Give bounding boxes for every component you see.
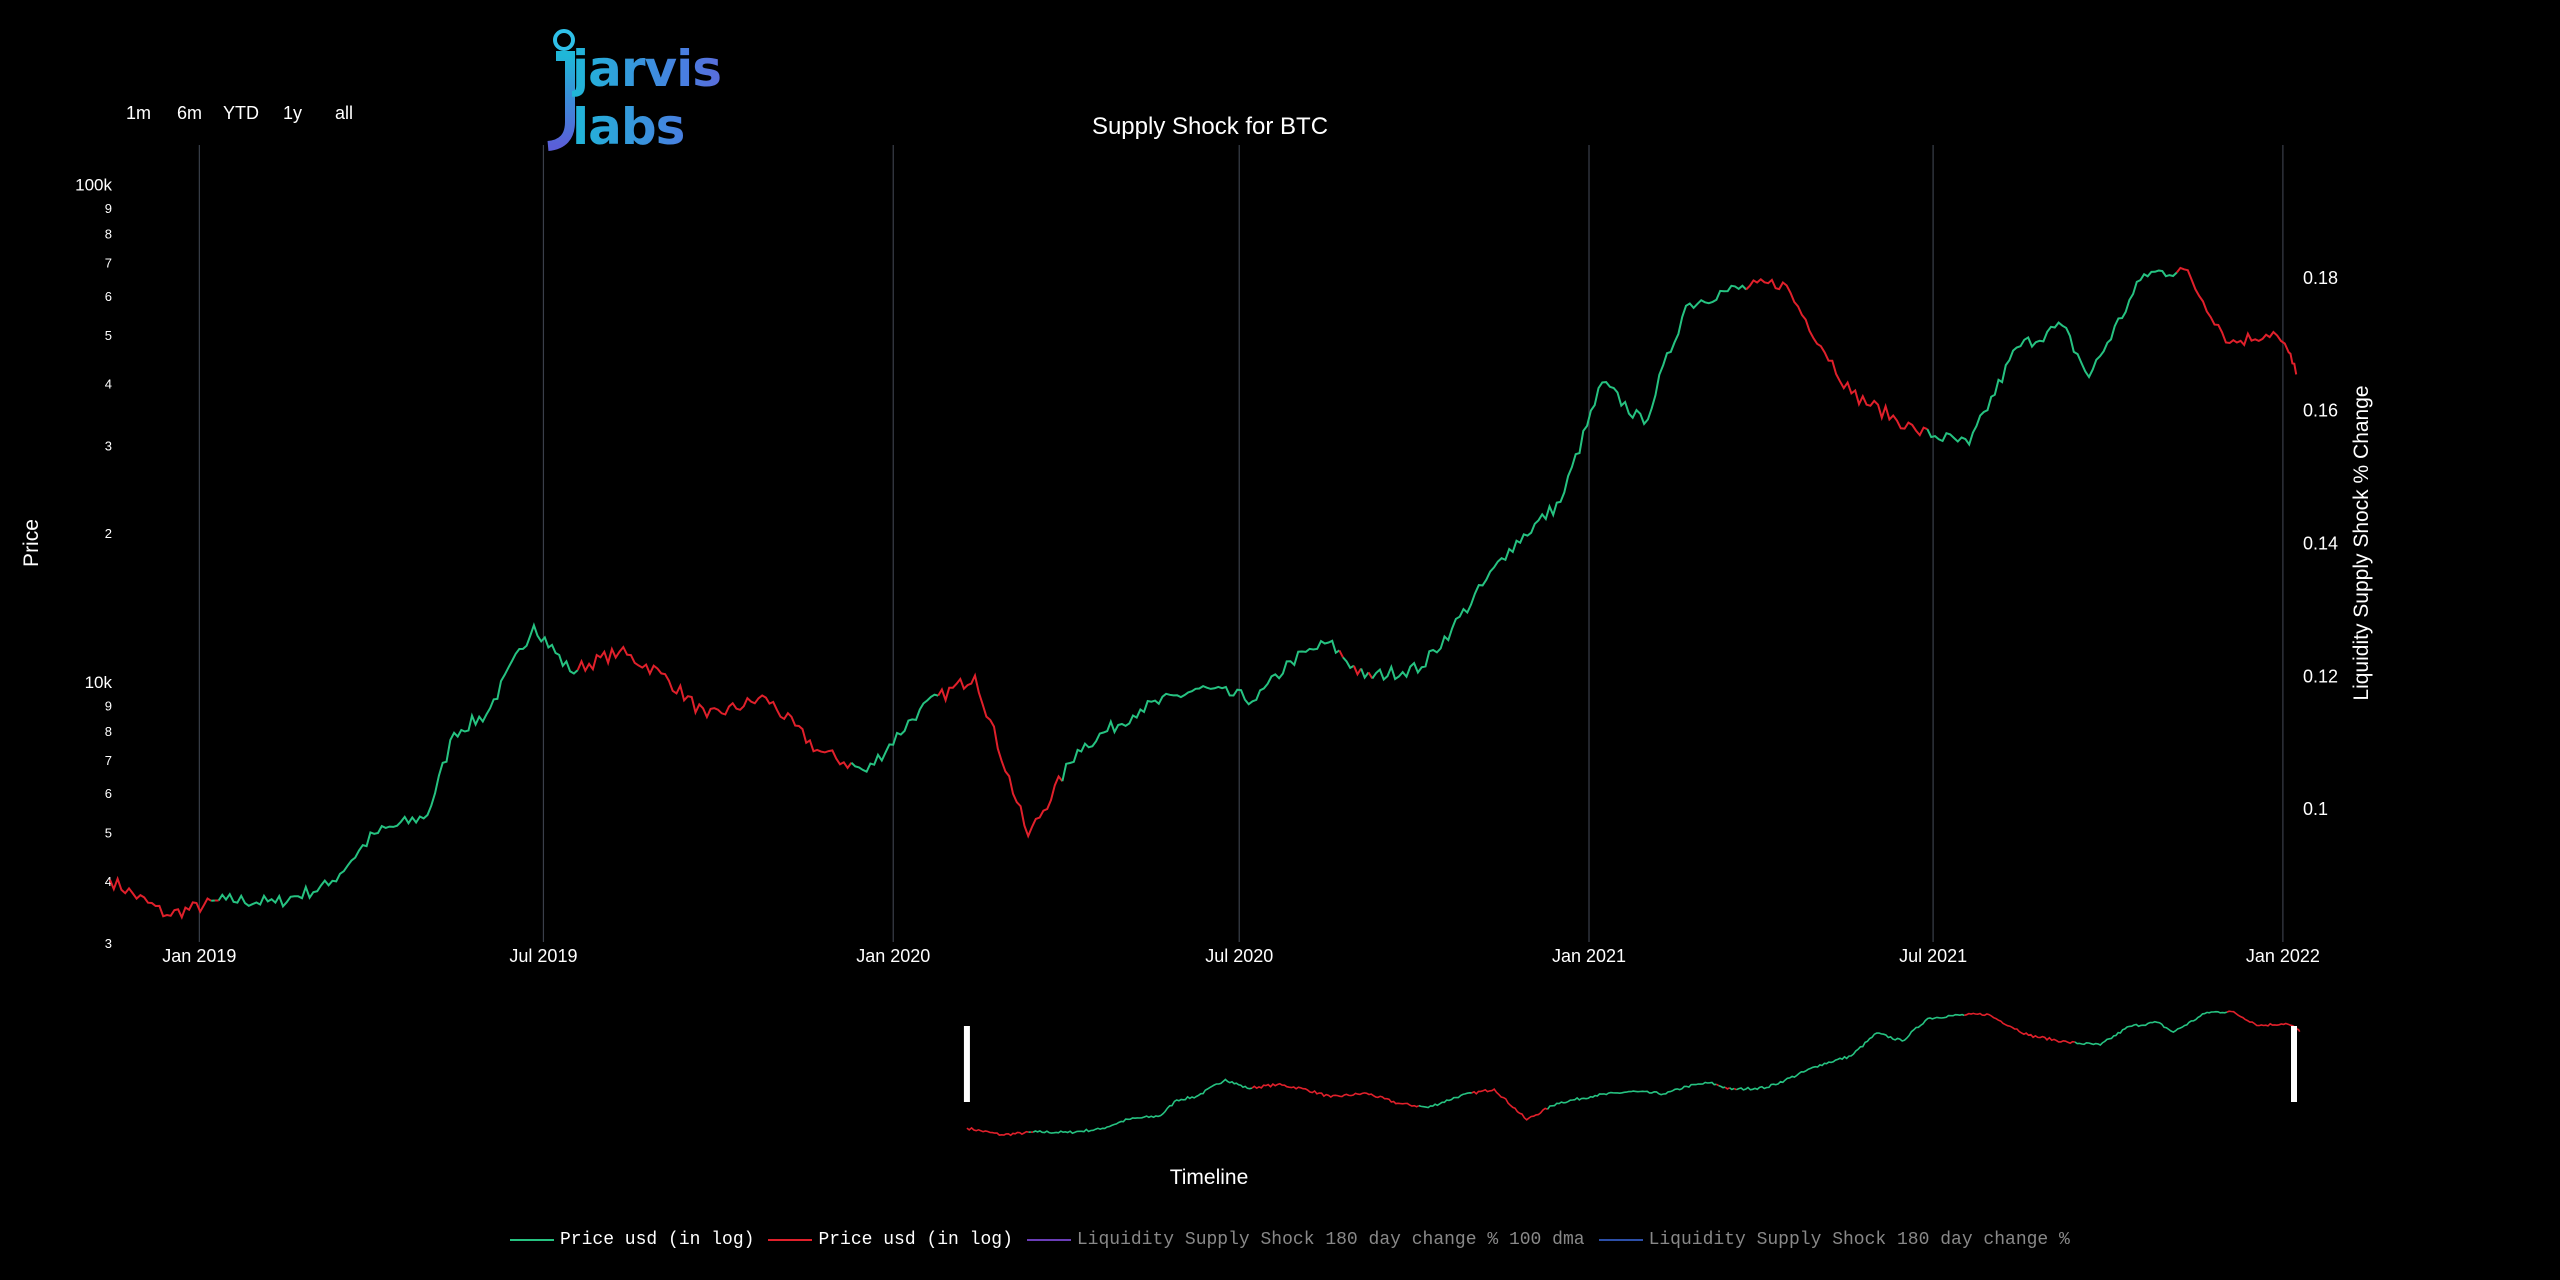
y-left-minor-tick: 3 xyxy=(105,936,112,951)
price-line-segment xyxy=(1926,269,2178,447)
navigator-line-segment xyxy=(2226,1010,2301,1032)
range-1y-button[interactable]: 1y xyxy=(283,103,303,123)
navigator-line-segment xyxy=(1964,1012,2075,1045)
x-tick-label: Jul 2020 xyxy=(1205,946,1273,966)
legend-label: Liquidity Supply Shock 180 day change % … xyxy=(1076,1230,1585,1250)
price-line-segment xyxy=(2176,266,2298,375)
x-tick-label: Jan 2020 xyxy=(856,946,930,966)
y-right-tick-label: 0.12 xyxy=(2303,666,2338,686)
price-line-segment xyxy=(109,875,212,920)
x-tick-label: Jul 2019 xyxy=(509,946,577,966)
price-line-segment xyxy=(1342,656,1355,670)
range-ytd-button[interactable]: YTD xyxy=(223,103,259,123)
y-axis-right-label: Liquidity Supply Shock % Change xyxy=(2350,385,2373,700)
range-start-handle[interactable] xyxy=(963,1026,970,1102)
legend-item-ls[interactable]: Liquidity Supply Shock 180 day change % xyxy=(1598,1230,2070,1250)
y-right-tick-label: 0.18 xyxy=(2303,268,2338,288)
navigator-line-segment xyxy=(2074,1010,2228,1046)
navigator-line-segment xyxy=(1715,1083,1720,1087)
price-line-segment xyxy=(576,645,853,770)
x-tick-label: Jan 2022 xyxy=(2246,946,2320,966)
y-axis-left-label: Price xyxy=(20,519,43,567)
y-right-tick-label: 0.1 xyxy=(2303,799,2328,819)
legend-label: Liquidity Supply Shock 180 day change % xyxy=(1648,1230,2070,1250)
y-left-minor-tick: 5 xyxy=(105,826,112,841)
range-all-button[interactable]: all xyxy=(335,103,354,123)
price-line-segment xyxy=(1360,668,1370,680)
y-left-minor-tick: 9 xyxy=(105,201,112,216)
y-left-minor-tick: 8 xyxy=(105,724,112,739)
y-left-minor-tick: 3 xyxy=(105,439,112,454)
range-6m-button[interactable]: 6m xyxy=(177,103,203,123)
y-left-minor-tick: 2 xyxy=(105,526,112,541)
price-line-segment xyxy=(937,672,1064,839)
navigator-line-segment xyxy=(1718,1084,1726,1089)
legend-swatch xyxy=(768,1239,813,1241)
x-tick-label: Jul 2021 xyxy=(1899,946,1967,966)
y-left-minor-tick: 7 xyxy=(105,753,112,768)
navigator-line-segment xyxy=(1736,1013,1965,1091)
navigator-line-segment xyxy=(1546,1081,1717,1110)
legend-item-price-down[interactable]: Price usd (in log) xyxy=(768,1230,1013,1250)
navigator-line-segment xyxy=(1032,1078,1253,1135)
navigator-line-segment xyxy=(1724,1086,1730,1090)
y-left-minor-tick: 7 xyxy=(105,255,112,270)
navigator-line-segment xyxy=(1418,1091,1472,1109)
x-tick-label: Jan 2021 xyxy=(1552,946,1626,966)
navigator-line-segment xyxy=(1471,1087,1548,1121)
navigator-line-segment xyxy=(1251,1082,1420,1108)
legend-label: Price usd (in log) xyxy=(560,1230,755,1250)
range-end-handle[interactable] xyxy=(2291,1026,2297,1102)
price-line-segment xyxy=(1061,639,1340,782)
range-1m-button[interactable]: 1m xyxy=(126,103,152,123)
y-left-minor-tick: 4 xyxy=(105,874,112,889)
y-left-minor-tick: 6 xyxy=(105,786,112,801)
x-tick-label: Jan 2019 xyxy=(162,946,236,966)
price-line-segment xyxy=(1745,277,1928,437)
legend-swatch xyxy=(1026,1239,1071,1241)
y-left-major-tick: 10k xyxy=(85,673,113,692)
y-left-minor-tick: 5 xyxy=(105,328,112,343)
logo-wordmark: jarvis labs xyxy=(572,40,830,156)
y-left-minor-tick: 4 xyxy=(105,376,112,391)
price-line-segment xyxy=(1352,665,1362,677)
y-left-minor-tick: 9 xyxy=(105,699,112,714)
y-left-minor-tick: 6 xyxy=(105,289,112,304)
x-axis-label: Timeline xyxy=(1170,1166,1249,1189)
chart-title: Supply Shock for BTC xyxy=(1091,113,1329,140)
y-right-tick-label: 0.16 xyxy=(2303,401,2338,421)
legend-swatch xyxy=(510,1239,554,1241)
navigator-line-segment xyxy=(966,1126,1029,1137)
price-line-segment xyxy=(1371,284,1747,682)
legend-item-price-up[interactable]: Price usd (in log) xyxy=(510,1230,754,1250)
price-line-segment xyxy=(217,622,579,909)
navigator-line-segment xyxy=(1729,1087,1735,1091)
jarvis-labs-logo: jarvis labs xyxy=(540,26,830,156)
price-line-segment xyxy=(1338,649,1344,658)
logo-j-mark-icon xyxy=(547,29,575,151)
legend-label: Price usd (in log) xyxy=(818,1230,1013,1250)
y-left-major-tick: 100k xyxy=(75,175,112,194)
navigator-line-segment xyxy=(1733,1087,1737,1091)
chart-legend: Price usd (in log) Price usd (in log) Li… xyxy=(510,1230,2070,1250)
price-line-segment xyxy=(850,693,939,774)
price-line-segment xyxy=(1367,671,1374,680)
legend-swatch xyxy=(1598,1239,1643,1241)
y-right-tick-label: 0.14 xyxy=(2303,534,2338,554)
y-left-minor-tick: 8 xyxy=(105,227,112,242)
legend-item-ls-100dma[interactable]: Liquidity Supply Shock 180 day change % … xyxy=(1026,1230,1585,1250)
